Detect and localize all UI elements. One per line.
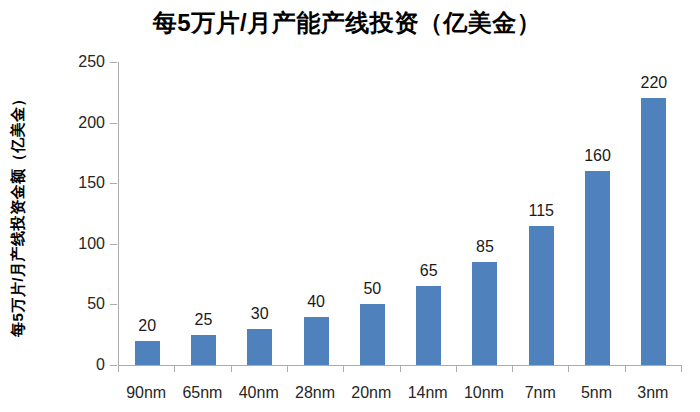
y-tick-label: 0: [43, 355, 105, 375]
bar: [191, 335, 216, 365]
bar: [529, 226, 554, 365]
x-tick-mark: [174, 365, 175, 372]
y-tick-label: 50: [43, 294, 105, 314]
y-tick-label: 100: [43, 234, 105, 254]
x-tick-mark: [512, 365, 513, 372]
x-tick-mark: [231, 365, 232, 372]
x-category-label: 10nm: [456, 383, 512, 403]
x-tick-mark: [343, 365, 344, 372]
bar-value-label: 115: [503, 202, 579, 220]
bar-chart: 每5万片/月产能产线投资（亿美金） 每5万片/月产线投资金额（亿美金） 2025…: [0, 0, 700, 412]
y-tick-label: 250: [43, 52, 105, 72]
y-tick-label: 150: [43, 173, 105, 193]
y-tick-mark: [110, 304, 117, 305]
y-tick-label: 200: [43, 113, 105, 133]
bar: [304, 317, 329, 366]
bar: [416, 286, 441, 365]
x-category-label: 90nm: [118, 383, 174, 403]
x-category-label: 40nm: [231, 383, 287, 403]
x-tick-mark: [287, 365, 288, 372]
bar-value-label: 160: [559, 147, 635, 165]
x-tick-mark: [400, 365, 401, 372]
y-tick-mark: [110, 123, 117, 124]
bar: [135, 341, 160, 365]
bar-value-label: 50: [334, 280, 410, 298]
x-tick-mark: [568, 365, 569, 372]
x-category-label: 20nm: [343, 383, 399, 403]
plot-area: 20253040506585115160220: [118, 62, 682, 366]
x-tick-mark: [118, 365, 119, 372]
x-category-label: 65nm: [174, 383, 230, 403]
x-tick-mark: [681, 365, 682, 372]
y-axis-title: 每5万片/月产线投资金额（亿美金）: [9, 91, 28, 337]
bar: [585, 171, 610, 365]
bar: [641, 98, 666, 365]
x-category-label: 28nm: [287, 383, 343, 403]
bar-value-label: 85: [447, 238, 523, 256]
x-category-label: 5nm: [568, 383, 624, 403]
chart-title: 每5万片/月产能产线投资（亿美金）: [0, 7, 694, 39]
y-tick-mark: [110, 62, 117, 63]
bar-value-label: 220: [616, 74, 692, 92]
y-tick-mark: [110, 365, 117, 366]
x-tick-mark: [456, 365, 457, 372]
y-tick-mark: [110, 183, 117, 184]
bar: [472, 262, 497, 365]
x-tick-mark: [625, 365, 626, 372]
x-category-label: 7nm: [512, 383, 568, 403]
x-category-label: 14nm: [400, 383, 456, 403]
bar: [247, 329, 272, 365]
bar: [360, 304, 385, 365]
bar-value-label: 65: [391, 262, 467, 280]
y-tick-mark: [110, 244, 117, 245]
x-category-label: 3nm: [625, 383, 681, 403]
